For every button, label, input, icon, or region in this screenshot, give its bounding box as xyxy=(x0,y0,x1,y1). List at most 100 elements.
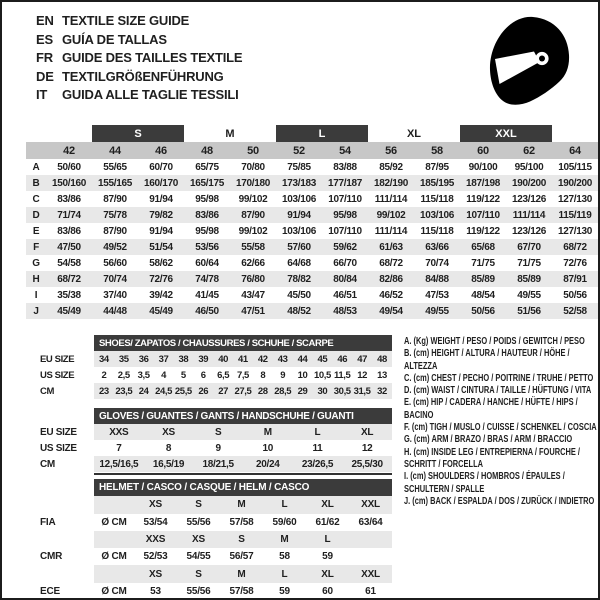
shoes-size-value: 46 xyxy=(332,351,353,367)
row-letter: H xyxy=(26,271,46,287)
spacer-cell xyxy=(26,408,94,424)
size-header: 48 xyxy=(184,142,230,159)
helmet-size-header: S xyxy=(177,496,220,514)
diameter-unit: Ø CM xyxy=(101,551,127,563)
gloves-size-table: GLOVES / GUANTES / GANTS / HANDSCHUHE / … xyxy=(26,408,392,472)
measurement-value: 66/70 xyxy=(333,257,357,269)
helmet-row-fia: FIA Ø CM 53/54 55/56 57/58 59/60 61/62 63/64 xyxy=(26,513,392,531)
language-row: FR GUIDE DES TAILLES TEXTILE xyxy=(36,49,243,68)
helmet-size-header: XS xyxy=(134,565,177,583)
gloves-size-value: 9 xyxy=(215,442,222,454)
legend-item: B. (cm) HEIGHT / ALTURA / HAUTEUR / HÖHE… xyxy=(404,348,570,372)
language-code: FR xyxy=(36,50,53,66)
measurement-value: 59/62 xyxy=(322,239,368,255)
gloves-row-us-size: US SIZE 7 8 9 10 11 12 xyxy=(26,440,392,456)
measurement-value: 99/102 xyxy=(238,225,268,237)
diameter-unit: Ø CM xyxy=(101,516,127,528)
row-label: EU SIZE xyxy=(26,424,94,440)
measurement-value: 107/110 xyxy=(328,193,362,205)
helmet-size-value: 61/62 xyxy=(315,516,340,528)
measurement-value: 83/86 xyxy=(57,193,81,205)
measurement-value: 49/55 xyxy=(517,289,541,301)
shoes-size-value: 10 xyxy=(297,369,308,381)
shoes-size-value: 34 xyxy=(94,351,114,367)
measurement-value: 75/85 xyxy=(287,161,311,173)
measurement-value: 50/60 xyxy=(57,161,81,173)
empty-group xyxy=(46,125,92,142)
helmet-size-header: M xyxy=(220,496,263,514)
measurement-row-b: B 150/160 155/165 160/170 165/175 170/180 173/… xyxy=(26,175,598,191)
helmet-size-header: L xyxy=(263,496,306,514)
shoes-size-value: 4 xyxy=(161,369,166,381)
shoes-size-value: 45 xyxy=(312,351,333,367)
measurement-value: 78/82 xyxy=(276,271,322,287)
measurement-value: 127/130 xyxy=(557,225,593,237)
shoes-size-value: 47 xyxy=(352,351,373,367)
shoes-size-value: 30 xyxy=(312,383,333,399)
measurement-value: 83/88 xyxy=(333,161,357,173)
gloves-size-value: 12,5/16,5 xyxy=(94,456,144,472)
measurement-value: 99/102 xyxy=(238,193,268,205)
measurement-value: 72/76 xyxy=(138,271,184,287)
row-letter: B xyxy=(26,175,46,191)
helmet-size-header-row: XXS XS S M L xyxy=(26,530,393,549)
measurement-value: 43/47 xyxy=(241,289,265,301)
measurement-value: 115/119 xyxy=(552,207,598,223)
shoes-size-value: 2,5 xyxy=(117,369,130,381)
measurement-value: 87/91 xyxy=(552,271,598,287)
legend-item: H. (cm) INSIDE LEG / ENTREPIERNA / FOURC… xyxy=(404,446,580,470)
spacer-cell xyxy=(26,530,94,549)
measurement-row-c: C 83/86 87/90 91/94 95/98 99/102 103/106 107/11… xyxy=(26,191,598,207)
size-group-m: M xyxy=(225,127,235,140)
helmet-row-cmr: CMR Ø CM 52/53 54/55 56/57 58 59 xyxy=(26,548,392,566)
row-label: CM xyxy=(26,456,94,472)
size-header: 54 xyxy=(322,142,368,159)
measurement-value: 123/126 xyxy=(511,193,547,205)
shoes-size-value: 27 xyxy=(213,383,234,399)
measurement-value: 68/72 xyxy=(46,271,92,287)
shoes-size-value: 23 xyxy=(94,383,114,399)
size-group-xl: XL xyxy=(406,127,422,140)
helmet-size-value: 53 xyxy=(150,585,161,597)
row-letter: I xyxy=(34,289,38,301)
standard-label: CMR xyxy=(26,548,94,566)
measurement-value: 70/74 xyxy=(92,271,138,287)
measurement-value: 68/72 xyxy=(379,257,403,269)
measurement-value: 111/114 xyxy=(374,193,408,205)
numeric-size-row: 42 44 46 48 50 52 54 56 58 60 62 64 xyxy=(26,142,598,159)
measurement-value: 49/52 xyxy=(92,239,138,255)
shoes-size-value: 24,5 xyxy=(153,383,174,399)
measurement-value: 177/187 xyxy=(322,175,368,191)
size-group-l: L xyxy=(276,125,368,142)
gloves-row-eu-size: EU SIZE XXS XS S M L XL xyxy=(26,424,392,440)
measurement-value: 83/86 xyxy=(57,225,81,237)
measurement-value: 111/114 xyxy=(506,207,552,223)
measurement-value: 123/126 xyxy=(511,225,547,237)
gloves-size-value: 16,5/19 xyxy=(143,456,194,472)
helmet-size-value: 53/54 xyxy=(143,516,168,528)
helmet-size-header xyxy=(349,530,393,549)
measurement-value: 87/90 xyxy=(103,225,127,237)
gloves-size-value: 25,5/30 xyxy=(342,456,392,472)
measurement-value: 67/70 xyxy=(506,239,552,255)
measurement-value: 51/54 xyxy=(138,239,184,255)
size-group-row: S M L XL XXL xyxy=(26,125,598,142)
shoes-size-value: 48 xyxy=(372,351,392,367)
shoes-size-value: 7,5 xyxy=(236,369,249,381)
shoes-size-value: 8 xyxy=(260,369,266,381)
measurement-value: 57/60 xyxy=(276,239,322,255)
measurement-row-d: D 71/74 75/78 79/82 83/86 87/90 91/94 95/98 99/1… xyxy=(26,207,598,223)
measurement-value: 64/68 xyxy=(287,257,311,269)
measurement-value: 127/130 xyxy=(557,193,593,205)
shoes-size-value: 9 xyxy=(280,369,286,381)
measurement-row-a: A 50/60 55/65 60/70 65/75 70/80 75/85 83/88 85/9… xyxy=(26,159,598,175)
measurement-value: 99/102 xyxy=(368,207,414,223)
legend-item: G. (cm) ARM / BRAZO / BRAS / ARM / BRACC… xyxy=(404,434,573,446)
measurement-value: 53/56 xyxy=(184,239,230,255)
standard-label: FIA xyxy=(26,513,94,531)
measurement-value: 55/65 xyxy=(103,161,127,173)
gloves-size-value: 18/21,5 xyxy=(193,456,243,472)
size-header: 42 xyxy=(46,142,92,159)
measurement-value: 47/53 xyxy=(425,289,449,301)
helmet-size-value: 57/58 xyxy=(229,585,254,597)
